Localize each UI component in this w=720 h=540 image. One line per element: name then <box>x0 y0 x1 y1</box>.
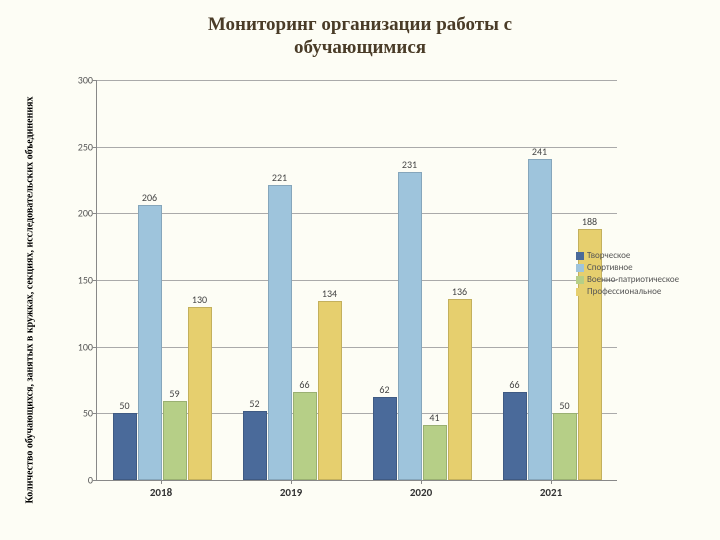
bar-value-label: 130 <box>180 293 220 306</box>
legend-item: Профессиональное <box>576 286 679 297</box>
y-tick-mark <box>93 413 97 414</box>
legend-item: Военно-патриотическое <box>576 274 679 285</box>
legend-swatch <box>576 252 584 260</box>
bar <box>503 392 527 480</box>
x-tick-label: 2018 <box>150 486 172 499</box>
bar-value-label: 231 <box>390 158 430 171</box>
bar <box>113 413 137 480</box>
bar <box>398 172 422 480</box>
bar <box>448 299 472 480</box>
chart-title-line2: обучающимися <box>0 37 720 60</box>
x-tick-label: 2019 <box>280 486 302 499</box>
y-tick-label: 300 <box>67 74 93 87</box>
bar-value-label: 241 <box>520 145 560 158</box>
y-tick-label: 200 <box>67 207 93 220</box>
y-tick-mark <box>93 480 97 481</box>
x-tick-mark <box>161 480 162 484</box>
y-tick-label: 250 <box>67 140 93 153</box>
bar <box>268 185 292 480</box>
bar <box>528 159 552 480</box>
bar <box>373 397 397 480</box>
bar-value-label: 206 <box>130 191 170 204</box>
bar-value-label: 136 <box>440 285 480 298</box>
y-tick-label: 50 <box>67 407 93 420</box>
y-tick-mark <box>93 147 97 148</box>
chart-title: Мониторинг организации работы с обучающи… <box>0 0 720 60</box>
legend-swatch <box>576 264 584 272</box>
legend-item: Творческое <box>576 250 679 261</box>
x-tick-label: 2021 <box>540 486 562 499</box>
bar <box>553 413 577 480</box>
y-axis-label: Количество обучающихся, занятых в кружка… <box>25 96 36 503</box>
bar <box>163 401 187 480</box>
y-tick-label: 100 <box>67 340 93 353</box>
y-tick-mark <box>93 347 97 348</box>
bar <box>188 307 212 480</box>
legend-label: Военно-патриотическое <box>587 274 679 285</box>
x-tick-mark <box>421 480 422 484</box>
y-tick-label: 150 <box>67 274 93 287</box>
bar-value-label: 134 <box>310 287 350 300</box>
bar <box>293 392 317 480</box>
bar <box>423 425 447 480</box>
grid-line <box>97 80 617 81</box>
plot-area: 0501001502002503005020659130522216613462… <box>96 80 617 481</box>
x-tick-mark <box>551 480 552 484</box>
legend-label: Спортивное <box>587 262 633 273</box>
legend-label: Профессиональное <box>587 286 661 297</box>
legend-swatch <box>576 276 584 284</box>
legend-label: Творческое <box>587 250 630 261</box>
bar-value-label: 188 <box>570 215 610 228</box>
y-tick-mark <box>93 213 97 214</box>
bar-value-label: 221 <box>260 171 300 184</box>
y-tick-label: 0 <box>67 474 93 487</box>
legend: ТворческоеСпортивноеВоенно-патриотическо… <box>576 250 679 298</box>
legend-item: Спортивное <box>576 262 679 273</box>
chart-container: Количество обучающихся, занятых в кружка… <box>40 80 700 520</box>
legend-swatch <box>576 288 584 296</box>
x-tick-label: 2020 <box>410 486 432 499</box>
chart-title-line1: Мониторинг организации работы с <box>0 14 720 37</box>
y-tick-mark <box>93 80 97 81</box>
bar <box>318 301 342 480</box>
bar <box>138 205 162 480</box>
x-tick-mark <box>291 480 292 484</box>
bar <box>243 411 267 480</box>
y-tick-mark <box>93 280 97 281</box>
